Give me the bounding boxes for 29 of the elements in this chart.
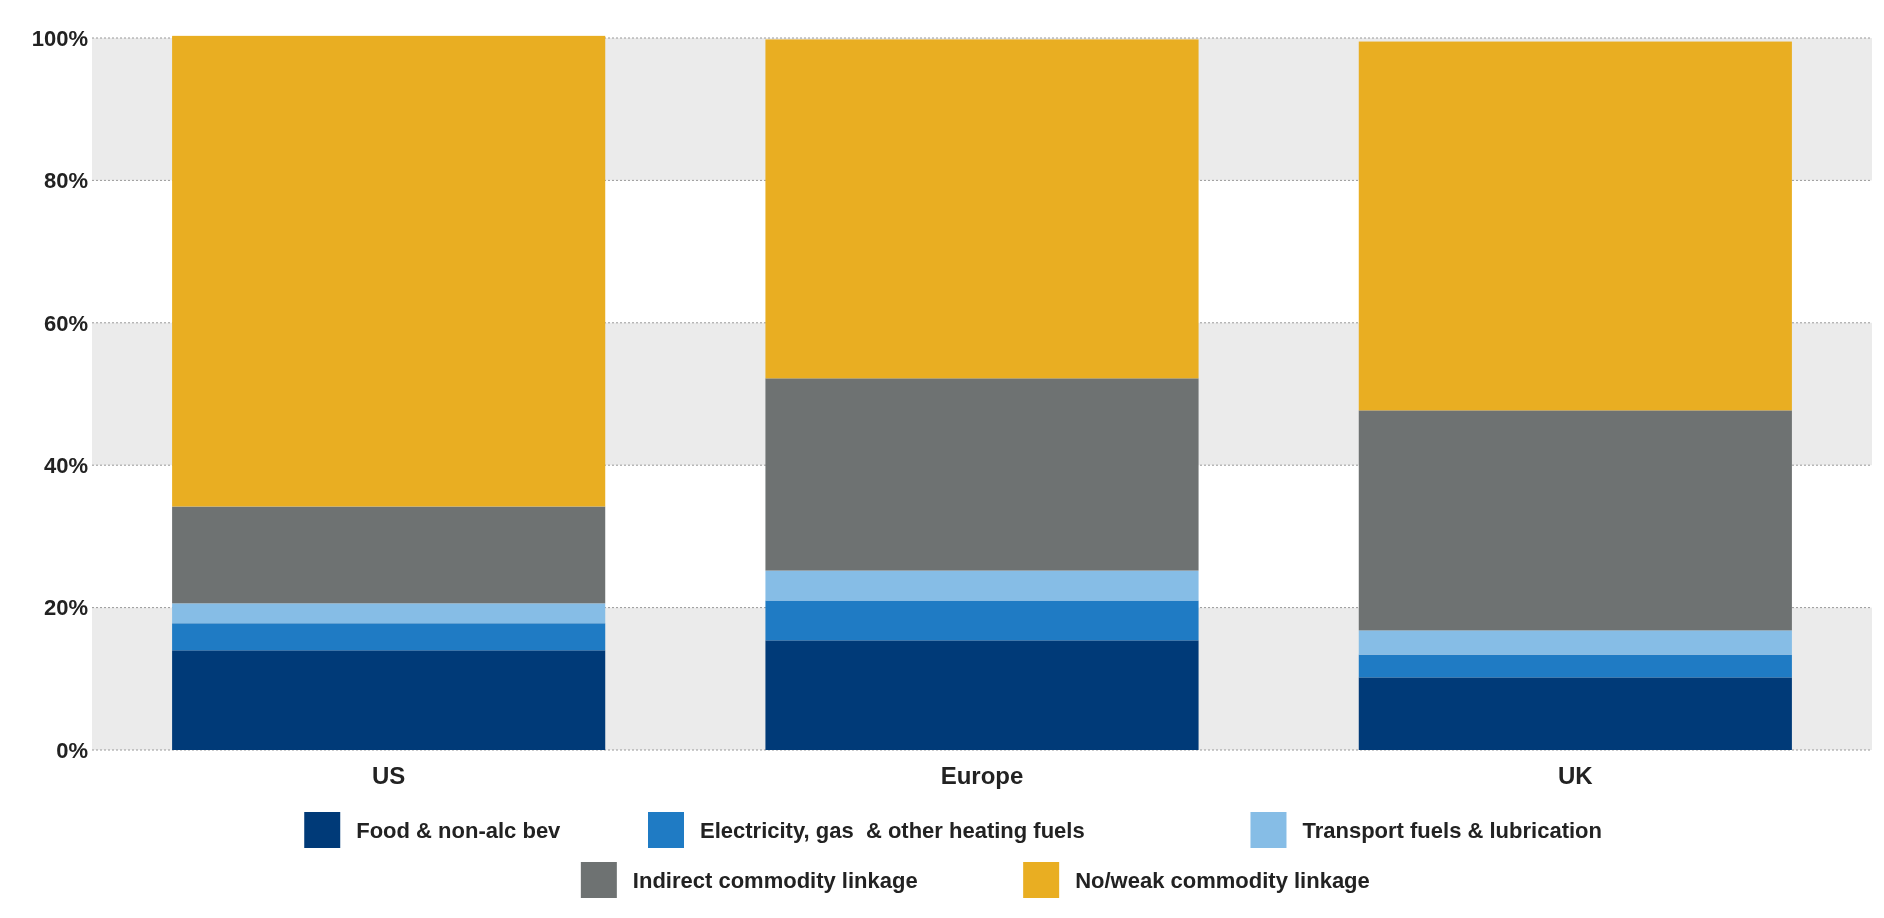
- x-tick-label: UK: [1558, 762, 1594, 789]
- bar: [172, 35, 606, 507]
- legend-label: Indirect commodity linkage: [632, 867, 918, 893]
- y-tick-label: 80%: [43, 168, 88, 194]
- y-tick-label: 0%: [56, 737, 88, 763]
- bar: [1358, 410, 1792, 631]
- bar: [765, 378, 1199, 571]
- legend-label: Food & non-alc bev: [356, 817, 562, 843]
- bar: [172, 603, 606, 624]
- bar: [765, 39, 1199, 379]
- bar: [172, 506, 606, 604]
- bar: [1358, 630, 1792, 655]
- x-tick-label: US: [371, 762, 406, 789]
- bar: [172, 650, 606, 750]
- x-tick-label: Europe: [940, 762, 1024, 789]
- y-tick-label: 40%: [43, 452, 88, 478]
- bar: [765, 570, 1199, 601]
- y-tick-label: 100%: [31, 25, 88, 51]
- bar: [1358, 677, 1792, 750]
- legend-label: Transport fuels & lubrication: [1302, 817, 1602, 843]
- bar: [1358, 654, 1792, 678]
- y-tick-label: 20%: [43, 595, 88, 621]
- bar: [1358, 41, 1792, 411]
- bar: [765, 640, 1199, 750]
- bar: [172, 623, 606, 651]
- legend-label: No/weak commodity linkage: [1075, 867, 1370, 893]
- y-tick-label: 60%: [43, 310, 88, 336]
- legend-label: Electricity, gas & other heating fuels: [700, 817, 1085, 843]
- bar: [765, 600, 1199, 641]
